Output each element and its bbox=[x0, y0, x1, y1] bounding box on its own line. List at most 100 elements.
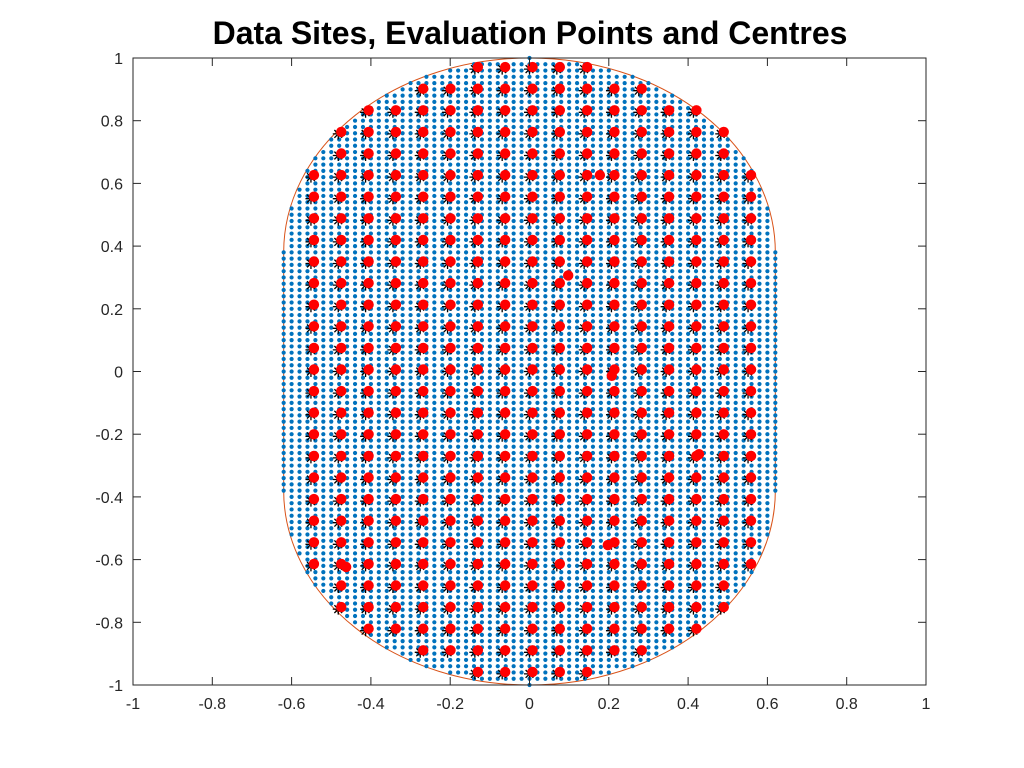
data-point bbox=[670, 187, 675, 192]
data-point bbox=[630, 438, 635, 443]
data-point bbox=[448, 657, 453, 663]
data-point bbox=[511, 74, 516, 79]
data-point bbox=[392, 551, 397, 556]
data-point bbox=[701, 338, 707, 343]
data-point bbox=[440, 450, 445, 456]
data-point bbox=[614, 639, 619, 644]
data-point bbox=[345, 375, 350, 380]
data-point bbox=[543, 482, 548, 487]
data-point bbox=[384, 538, 389, 543]
data-point bbox=[598, 639, 603, 644]
data-point bbox=[400, 262, 405, 268]
data-point bbox=[479, 99, 485, 104]
data-point bbox=[519, 225, 524, 230]
data-point bbox=[693, 137, 699, 142]
data-point bbox=[527, 181, 532, 186]
data-point bbox=[440, 388, 445, 393]
data-point bbox=[352, 344, 358, 349]
data-point bbox=[456, 162, 461, 167]
data-point bbox=[543, 244, 548, 249]
data-point bbox=[717, 595, 722, 600]
data-point bbox=[440, 425, 445, 431]
data-point bbox=[662, 463, 667, 468]
data-point bbox=[408, 193, 413, 199]
data-point bbox=[495, 187, 500, 192]
data-point bbox=[424, 488, 429, 493]
data-point bbox=[598, 526, 603, 531]
data-point bbox=[360, 469, 366, 474]
data-point bbox=[678, 419, 683, 424]
data-point bbox=[384, 256, 389, 261]
data-point bbox=[360, 620, 366, 625]
data-point bbox=[630, 225, 635, 230]
data-point bbox=[582, 639, 588, 644]
data-point bbox=[686, 225, 691, 230]
data-point bbox=[543, 463, 548, 468]
data-point bbox=[487, 394, 492, 399]
data-point bbox=[408, 513, 413, 518]
data-point bbox=[535, 206, 540, 211]
data-point bbox=[551, 381, 556, 387]
data-point bbox=[416, 507, 421, 512]
data-point bbox=[582, 532, 588, 537]
data-point bbox=[551, 450, 556, 456]
data-point bbox=[360, 463, 366, 468]
data-point bbox=[479, 469, 485, 474]
data-point bbox=[543, 570, 548, 575]
data-point bbox=[345, 319, 350, 324]
data-point bbox=[487, 206, 492, 211]
data-point bbox=[432, 244, 437, 249]
data-point bbox=[384, 595, 389, 600]
data-point bbox=[495, 601, 500, 606]
data-point bbox=[559, 250, 564, 255]
data-point bbox=[448, 551, 453, 556]
data-point bbox=[503, 143, 508, 148]
data-point bbox=[646, 444, 651, 449]
data-point bbox=[440, 513, 445, 518]
data-point bbox=[360, 338, 366, 343]
data-point bbox=[559, 269, 564, 274]
data-point bbox=[305, 319, 310, 324]
data-point bbox=[337, 162, 342, 167]
data-point bbox=[622, 356, 627, 362]
data-point bbox=[479, 118, 485, 123]
data-point bbox=[535, 613, 540, 619]
data-point bbox=[606, 469, 611, 474]
data-point bbox=[709, 513, 714, 518]
data-point bbox=[511, 676, 516, 681]
data-point bbox=[345, 331, 350, 336]
data-point bbox=[432, 350, 437, 355]
data-point bbox=[352, 563, 358, 568]
data-point bbox=[662, 551, 667, 556]
data-point bbox=[384, 300, 389, 305]
data-point bbox=[701, 118, 707, 123]
data-point bbox=[376, 237, 381, 242]
data-point bbox=[352, 557, 358, 562]
data-point bbox=[289, 312, 294, 318]
data-point bbox=[360, 187, 366, 192]
data-point bbox=[384, 338, 389, 343]
data-point bbox=[440, 356, 445, 362]
data-point bbox=[646, 620, 651, 625]
data-point bbox=[368, 488, 373, 493]
data-point bbox=[646, 319, 651, 324]
data-point bbox=[646, 181, 651, 186]
data-point bbox=[289, 338, 294, 343]
data-point bbox=[543, 312, 548, 318]
data-point bbox=[463, 124, 469, 130]
data-point bbox=[321, 450, 326, 456]
data-point bbox=[519, 664, 524, 669]
data-point bbox=[297, 475, 302, 481]
data-point bbox=[456, 131, 461, 136]
data-point bbox=[678, 181, 683, 186]
data-point bbox=[582, 595, 588, 600]
data-point bbox=[654, 256, 659, 261]
data-point bbox=[543, 218, 548, 224]
data-point bbox=[376, 419, 381, 424]
data-point bbox=[725, 419, 730, 424]
data-point bbox=[567, 607, 572, 612]
data-point bbox=[701, 388, 707, 393]
data-point bbox=[360, 162, 366, 167]
data-point bbox=[456, 407, 461, 412]
data-point bbox=[321, 538, 326, 543]
